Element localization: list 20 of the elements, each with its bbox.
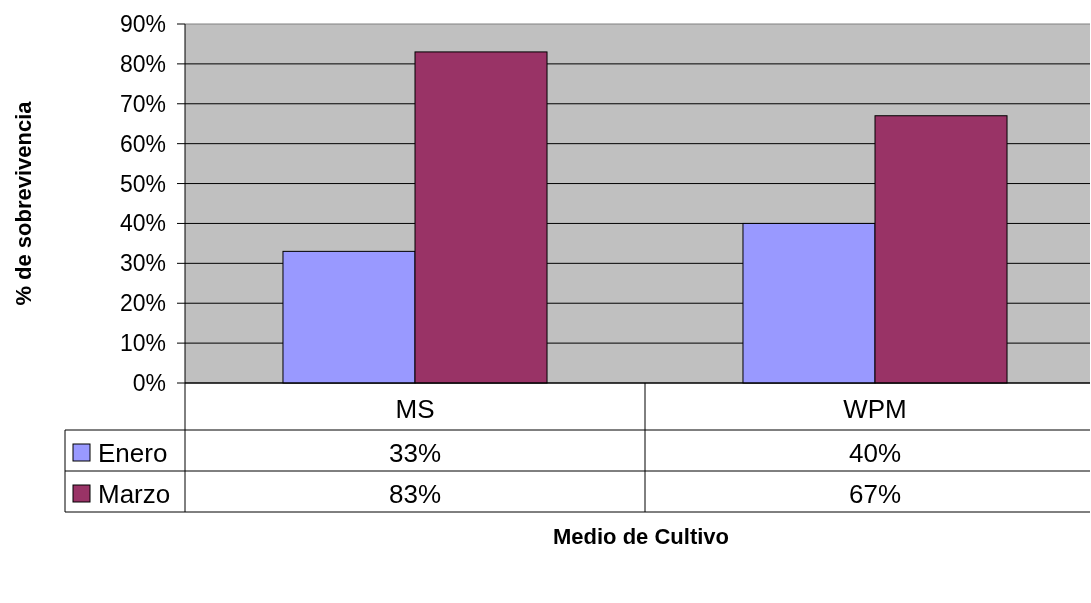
y-tick-label: 50% <box>119 170 166 197</box>
legend-label: Enero <box>98 437 168 468</box>
y-axis-title: % de sobrevivencia <box>10 100 36 306</box>
y-tick-label: 20% <box>119 290 166 317</box>
y-tick-label: 90% <box>119 11 166 38</box>
data-label: 67% <box>848 478 902 509</box>
x-axis-title: Medio de Cultivo <box>553 523 729 549</box>
data-label: 83% <box>388 478 442 509</box>
y-tick-label: 40% <box>119 210 166 237</box>
y-tick-label: 60% <box>119 130 166 157</box>
data-label: 40% <box>848 437 902 468</box>
y-tick-label: 70% <box>119 90 166 117</box>
y-tick-label: 80% <box>119 50 166 77</box>
y-tick-label: 10% <box>119 330 166 357</box>
y-tick-label: 30% <box>119 250 166 277</box>
x-tick-label: MS <box>395 393 435 424</box>
data-label: 33% <box>388 437 442 468</box>
legend-label: Marzo <box>98 478 171 509</box>
y-tick-label: 0% <box>132 370 166 397</box>
x-tick-label: WPM <box>843 393 907 424</box>
